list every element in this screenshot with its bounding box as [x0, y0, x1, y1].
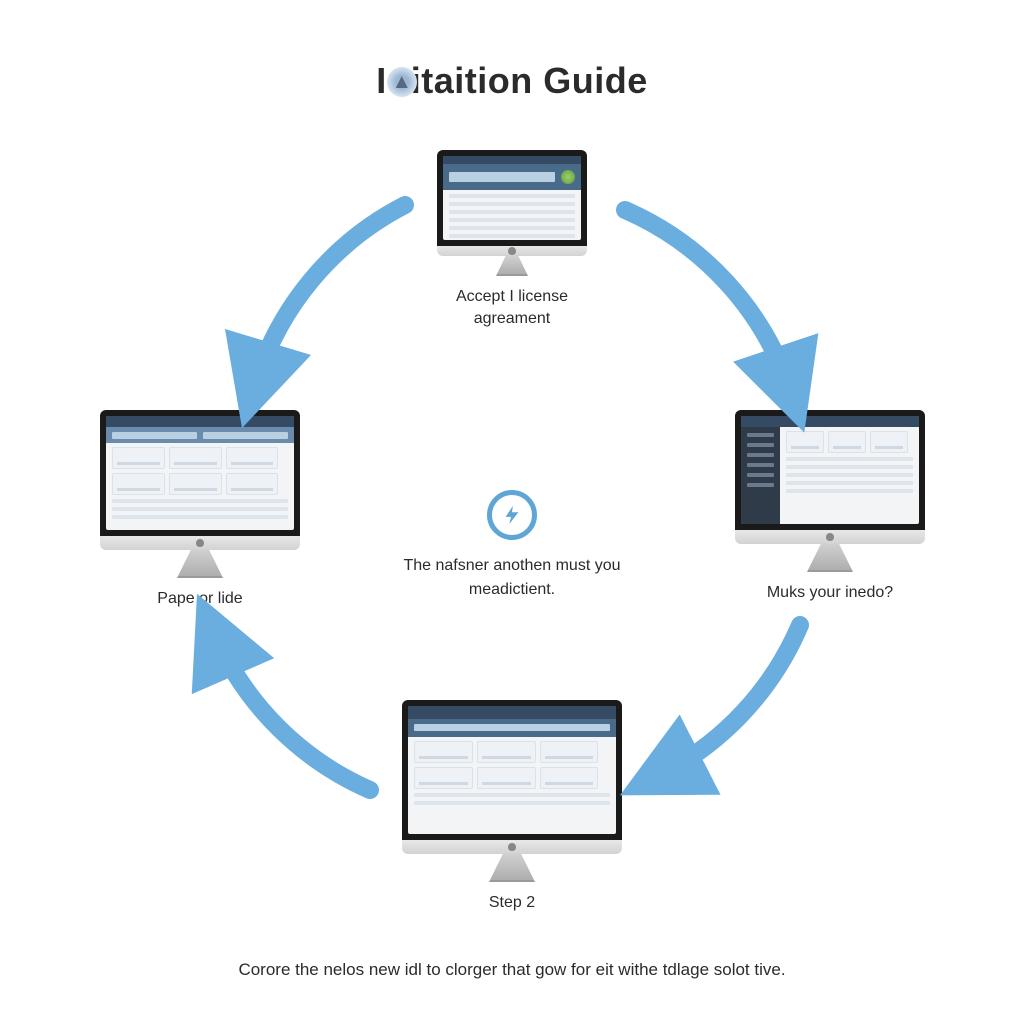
bolt-icon	[487, 490, 537, 540]
title-suffix: itaition Guide	[411, 60, 648, 101]
center-block: The nafsner anothen must you meadictient…	[362, 490, 662, 602]
node-right: Muks your inedo?	[735, 410, 925, 604]
title-prefix: I	[376, 60, 387, 101]
node-bottom-caption: Step 2	[402, 892, 622, 914]
node-top-caption: Accept I license agreament	[437, 286, 587, 331]
page-title: Iitaition Guide	[0, 60, 1024, 102]
node-right-caption: Muks your inedo?	[735, 582, 925, 604]
center-text: The nafsner anothen must you meadictient…	[362, 554, 662, 602]
node-top: Accept I license agreament	[437, 150, 587, 331]
node-bottom: Step 2	[402, 700, 622, 914]
monitor-icon	[437, 150, 587, 276]
monitor-icon	[402, 700, 622, 882]
node-left-caption: Pape or lide	[100, 588, 300, 610]
node-left: Pape or lide	[100, 410, 300, 610]
monitor-icon	[735, 410, 925, 572]
title-ornament-icon	[387, 67, 417, 97]
monitor-icon	[100, 410, 300, 578]
footer-text: Corore the nelos new idl to clorger that…	[0, 960, 1024, 980]
